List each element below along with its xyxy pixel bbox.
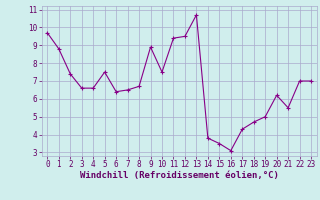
X-axis label: Windchill (Refroidissement éolien,°C): Windchill (Refroidissement éolien,°C) xyxy=(80,171,279,180)
